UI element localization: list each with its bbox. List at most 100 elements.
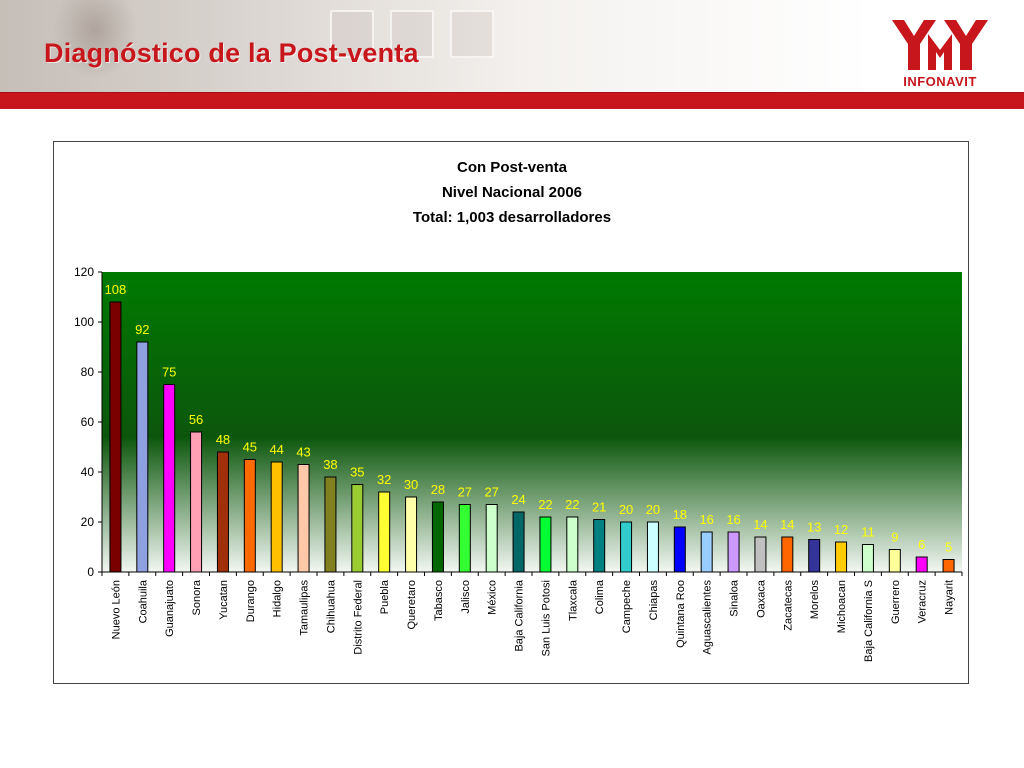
- category-label: Baja California S: [863, 580, 875, 662]
- bar-chart: 0 20 40 60 80 100 120 108 Nuevo León 92 Coahuila 75…: [74, 265, 963, 662]
- bar: [163, 384, 176, 573]
- data-label: 48: [216, 432, 230, 447]
- data-label: 28: [431, 482, 445, 497]
- bar: [270, 461, 283, 573]
- bar: [297, 464, 310, 573]
- category-label: Queretaro: [406, 580, 418, 630]
- bar: [942, 559, 955, 573]
- category-label: Zacatecas: [782, 580, 794, 631]
- category-label: Hidalgo: [272, 580, 284, 617]
- y-tick-label: 100: [74, 315, 94, 329]
- bar: [835, 541, 848, 573]
- category-label: Jalisco: [460, 580, 472, 614]
- data-label: 22: [538, 497, 552, 512]
- slide-header: Diagnóstico de la Post-venta INFONAVIT: [0, 0, 1024, 92]
- data-label: 27: [484, 485, 498, 500]
- bar: [243, 459, 256, 573]
- data-label: 30: [404, 477, 418, 492]
- category-label: Chiapas: [648, 580, 660, 621]
- category-label: Nuevo León: [110, 580, 122, 639]
- bar: [861, 544, 874, 573]
- data-label: 92: [135, 322, 149, 337]
- category-label: Distrito Federal: [352, 580, 364, 655]
- data-label: 108: [105, 282, 127, 297]
- bar: [512, 511, 525, 573]
- bar: [888, 549, 901, 573]
- chart-title-line-2: Nivel Nacional 2006: [441, 184, 583, 201]
- data-label: 13: [807, 520, 821, 535]
- y-tick-label: 0: [87, 565, 94, 579]
- header-red-band: [0, 92, 1024, 109]
- category-label: Veracruz: [917, 580, 929, 623]
- chart-title-line-3: Total: 1,003 desarrolladores: [412, 209, 612, 226]
- data-label: 9: [891, 530, 898, 545]
- data-label: 20: [646, 502, 660, 517]
- window-decoration: [390, 10, 434, 58]
- y-tick-label: 60: [81, 415, 95, 429]
- bar: [109, 301, 122, 573]
- data-label: 16: [699, 512, 713, 527]
- data-label: 5: [945, 540, 952, 555]
- logo-text: INFONAVIT: [903, 74, 977, 89]
- data-label: 45: [243, 440, 257, 455]
- category-label: Baja California: [514, 579, 526, 651]
- bar: [620, 521, 633, 573]
- window-decoration: [450, 10, 494, 58]
- bar: [431, 501, 444, 573]
- bar: [324, 476, 337, 573]
- data-label: 27: [458, 485, 472, 500]
- data-label: 14: [753, 517, 767, 532]
- data-label: 75: [162, 365, 176, 380]
- data-label: 6: [918, 537, 925, 552]
- bar: [190, 431, 203, 573]
- category-label: Guerrero: [890, 580, 902, 624]
- data-label: 56: [189, 412, 203, 427]
- bar: [136, 341, 149, 573]
- category-label: Morelos: [809, 580, 821, 620]
- category-label: Nayarit: [944, 580, 956, 615]
- data-label: 14: [780, 517, 794, 532]
- category-label: Tabasco: [433, 580, 445, 621]
- category-label: Aguascalientes: [702, 580, 714, 655]
- category-label: Quintana Roo: [675, 580, 687, 648]
- category-label: Michoacan: [836, 580, 848, 633]
- bar: [808, 539, 821, 573]
- bar: [378, 491, 391, 573]
- chart-frame: Con Post-venta Nivel Nacional 2006 Total…: [53, 141, 969, 684]
- category-label: Chihuahua: [325, 579, 337, 633]
- bar: [727, 531, 740, 573]
- y-tick-label: 120: [74, 265, 94, 279]
- bar: [485, 504, 498, 573]
- y-tick-label: 40: [81, 465, 95, 479]
- category-label: San Luis Potosi: [540, 580, 552, 656]
- bar: [915, 556, 928, 573]
- data-label: 24: [511, 492, 525, 507]
- bar: [458, 504, 471, 573]
- category-label: Yucatan: [218, 580, 230, 620]
- bar: [646, 521, 659, 573]
- bar: [405, 496, 418, 573]
- data-label: 11: [861, 525, 875, 540]
- data-label: 22: [565, 497, 579, 512]
- data-label: 21: [592, 500, 606, 515]
- data-label: 38: [323, 457, 337, 472]
- category-label: Oaxaca: [755, 579, 767, 618]
- y-tick-label: 20: [81, 515, 95, 529]
- infonavit-logo: INFONAVIT: [888, 16, 992, 92]
- window-decoration: [330, 10, 374, 58]
- category-label: Sinaloa: [729, 579, 741, 617]
- bar: [539, 516, 552, 573]
- chart-title-line-1: Con Post-venta: [456, 159, 567, 176]
- data-label: 20: [619, 502, 633, 517]
- logo-figures-icon: [892, 20, 988, 70]
- bar: [781, 536, 794, 573]
- data-label: 43: [296, 445, 310, 460]
- category-label: Campeche: [621, 580, 633, 633]
- category-label: Durango: [245, 580, 257, 622]
- bar: [754, 536, 767, 573]
- category-label: Guanajuato: [164, 580, 176, 637]
- data-label: 18: [673, 507, 687, 522]
- data-label: 35: [350, 465, 364, 480]
- bar: [351, 484, 364, 573]
- bar: [700, 531, 713, 573]
